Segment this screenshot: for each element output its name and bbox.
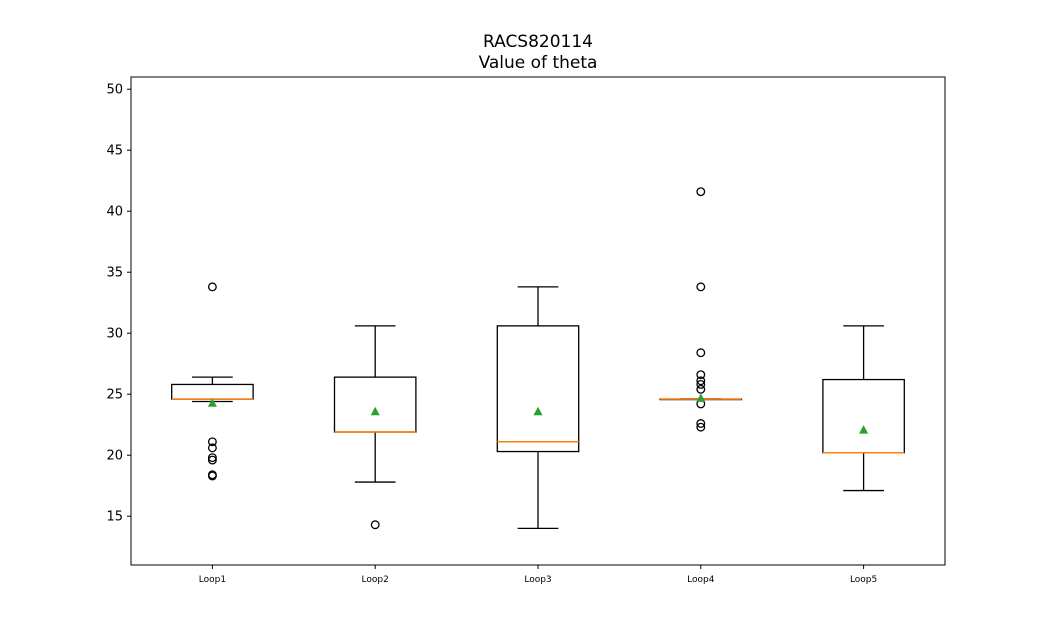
- iqr-box: [822, 378, 905, 454]
- mean-marker: [370, 406, 380, 416]
- outlier-point: [696, 187, 706, 197]
- outlier-point: [696, 376, 706, 386]
- y-tick-label: 40: [106, 205, 123, 220]
- x-tick-label: Loop5: [850, 575, 877, 585]
- y-tick-label: 50: [106, 83, 123, 98]
- outlier-point: [207, 471, 217, 481]
- outlier-point: [696, 422, 706, 432]
- outlier-point: [207, 437, 217, 447]
- box-group-loop1: [171, 282, 254, 481]
- iqr-box: [171, 383, 254, 400]
- x-axis: Loop1 Loop2 Loop3 Loop4 Loop5: [199, 565, 877, 585]
- outlier-point: [207, 443, 217, 453]
- mean-marker: [533, 406, 543, 416]
- outlier-point: [696, 282, 706, 292]
- mean-marker: [207, 398, 217, 407]
- x-tick-label: Loop3: [524, 575, 551, 585]
- mean-marker: [859, 425, 869, 434]
- box-group-loop2: [333, 325, 417, 530]
- outlier-point: [207, 455, 217, 465]
- y-tick-label: 45: [106, 144, 123, 159]
- x-tick-label: Loop1: [199, 575, 226, 585]
- outlier-point: [696, 384, 706, 394]
- box-group-loop4: [659, 187, 743, 432]
- iqr-box: [496, 325, 580, 453]
- x-tick-label: Loop2: [362, 575, 389, 585]
- outlier-point: [696, 419, 706, 428]
- y-tick-label: 30: [106, 327, 123, 342]
- outlier-point: [370, 520, 380, 530]
- mean-marker: [696, 393, 706, 402]
- chart-title: RACS820114: [483, 32, 593, 52]
- chart-subtitle: Value of theta: [479, 53, 598, 73]
- boxes-layer: [171, 187, 905, 530]
- y-tick-label: 35: [106, 266, 123, 281]
- y-tick-label: 20: [106, 449, 123, 464]
- y-tick-label: 25: [106, 388, 123, 403]
- y-axis: 15 20 25 30 35 40 45 50: [106, 83, 131, 525]
- y-tick-label: 15: [106, 510, 123, 525]
- outlier-point: [696, 379, 706, 389]
- box-group-loop5: [822, 325, 905, 492]
- outlier-point: [207, 453, 217, 463]
- iqr-box: [333, 376, 417, 433]
- outlier-point: [696, 348, 706, 358]
- outlier-point: [696, 370, 706, 380]
- box-group-loop3: [496, 286, 580, 530]
- outlier-point: [207, 282, 217, 292]
- x-tick-label: Loop4: [687, 575, 715, 585]
